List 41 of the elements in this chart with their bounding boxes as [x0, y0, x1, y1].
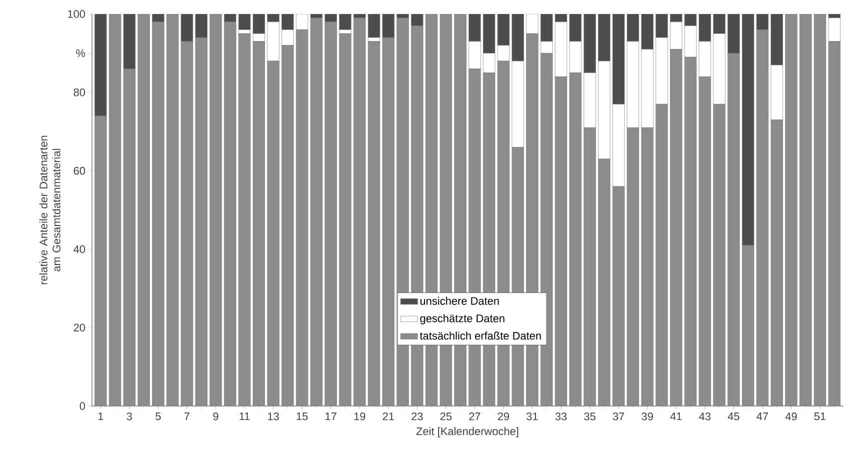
- x-tick-label: 1: [98, 412, 104, 420]
- x-tick-label: 49: [785, 412, 797, 420]
- x-tick-label: 11: [240, 412, 250, 420]
- x-tick-label: 3: [126, 412, 132, 420]
- x-tick-label: 27: [469, 412, 480, 420]
- y-tick-label: 40: [74, 245, 86, 254]
- y-tick-label: 0: [80, 402, 86, 410]
- x-tick-label: 19: [354, 412, 366, 420]
- y-tick-label: 80: [74, 88, 86, 96]
- x-tick-label: 41: [670, 412, 682, 420]
- legend-label: geschätzte Daten: [420, 314, 504, 324]
- y-tick-label: %: [76, 49, 86, 58]
- x-tick-label: 29: [498, 412, 510, 420]
- x-tick-label: 33: [555, 412, 567, 420]
- x-tick-label: 21: [382, 412, 394, 420]
- x-axis-title: Zeit [Kalenderwoche]: [416, 427, 518, 438]
- x-tick-label: 5: [156, 412, 161, 420]
- bar: [238, 14, 251, 30]
- legend-label: tatsächlich erfaßte Daten: [420, 332, 541, 340]
- bar: [368, 14, 380, 38]
- y-axis-title: relative Anteile der Datenarten am Gesamtdatenmaterial: [39, 136, 60, 284]
- x-tick-label: 17: [326, 412, 336, 420]
- x-tick-label: 35: [584, 412, 596, 420]
- x-tick-label: 23: [412, 412, 423, 420]
- x-tick-label: 7: [184, 412, 190, 420]
- legend-label: unsichere Daten: [420, 296, 499, 305]
- y-tick-label: 100: [68, 10, 86, 18]
- x-tick-label: 43: [699, 412, 710, 420]
- y-tick-label: 20: [74, 324, 86, 332]
- y-tick-label: 60: [74, 166, 86, 175]
- x-tick-label: 51: [814, 412, 826, 420]
- x-tick-label: 31: [526, 412, 538, 420]
- x-tick-label: 37: [612, 412, 624, 420]
- x-tick-label: 45: [728, 412, 740, 420]
- bar: [339, 14, 352, 30]
- x-tick-label: 9: [213, 412, 218, 420]
- x-tick-label: 47: [756, 412, 768, 420]
- x-tick-label: 13: [268, 412, 279, 420]
- x-tick-label: 39: [642, 412, 653, 420]
- x-tick-label: 25: [440, 412, 452, 420]
- x-tick-label: 15: [296, 412, 308, 420]
